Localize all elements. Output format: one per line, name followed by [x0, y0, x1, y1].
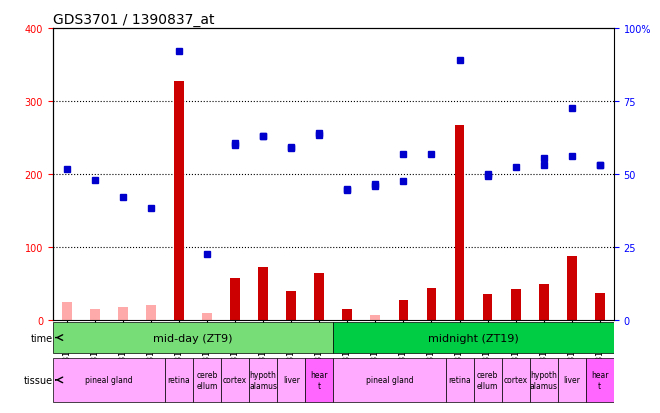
Bar — [426, 288, 436, 320]
Bar — [146, 306, 156, 320]
Bar — [258, 268, 268, 320]
FancyBboxPatch shape — [53, 322, 333, 354]
Bar — [370, 315, 380, 320]
Bar — [62, 302, 72, 320]
Bar — [286, 291, 296, 320]
FancyBboxPatch shape — [193, 358, 221, 402]
FancyBboxPatch shape — [474, 358, 502, 402]
FancyBboxPatch shape — [502, 358, 530, 402]
Bar — [230, 279, 240, 320]
FancyBboxPatch shape — [221, 358, 249, 402]
FancyBboxPatch shape — [333, 358, 446, 402]
Bar — [511, 290, 521, 320]
Text: cortex: cortex — [504, 375, 528, 385]
Text: pineal gland: pineal gland — [366, 375, 413, 385]
Text: cereb
ellum: cereb ellum — [477, 370, 498, 389]
Bar — [343, 309, 352, 320]
Text: hypoth
alamus: hypoth alamus — [249, 370, 277, 389]
FancyBboxPatch shape — [586, 358, 614, 402]
Text: time: time — [30, 333, 53, 343]
Text: tissue: tissue — [24, 375, 53, 385]
Text: hear
t: hear t — [310, 370, 328, 389]
Bar — [595, 293, 605, 320]
Text: liver: liver — [282, 375, 300, 385]
Bar — [455, 126, 465, 320]
Text: retina: retina — [448, 375, 471, 385]
Text: cereb
ellum: cereb ellum — [197, 370, 218, 389]
Bar — [202, 313, 212, 320]
Text: retina: retina — [168, 375, 190, 385]
Bar — [90, 309, 100, 320]
Bar — [539, 285, 548, 320]
Text: midnight (ZT19): midnight (ZT19) — [428, 333, 519, 343]
Text: GDS3701 / 1390837_at: GDS3701 / 1390837_at — [53, 12, 214, 26]
Text: mid-day (ZT9): mid-day (ZT9) — [153, 333, 233, 343]
FancyBboxPatch shape — [306, 358, 333, 402]
Bar — [567, 256, 577, 320]
FancyBboxPatch shape — [53, 358, 165, 402]
FancyBboxPatch shape — [333, 322, 614, 354]
Text: pineal gland: pineal gland — [85, 375, 133, 385]
Text: hear
t: hear t — [591, 370, 609, 389]
FancyBboxPatch shape — [446, 358, 474, 402]
Bar — [174, 81, 184, 320]
FancyBboxPatch shape — [249, 358, 277, 402]
Bar — [482, 295, 492, 320]
FancyBboxPatch shape — [558, 358, 586, 402]
FancyBboxPatch shape — [277, 358, 306, 402]
Text: hypoth
alamus: hypoth alamus — [530, 370, 558, 389]
Bar — [399, 301, 409, 320]
FancyBboxPatch shape — [530, 358, 558, 402]
Text: cortex: cortex — [223, 375, 248, 385]
Text: liver: liver — [563, 375, 580, 385]
FancyBboxPatch shape — [165, 358, 193, 402]
Bar — [314, 273, 324, 320]
Bar — [118, 307, 128, 320]
